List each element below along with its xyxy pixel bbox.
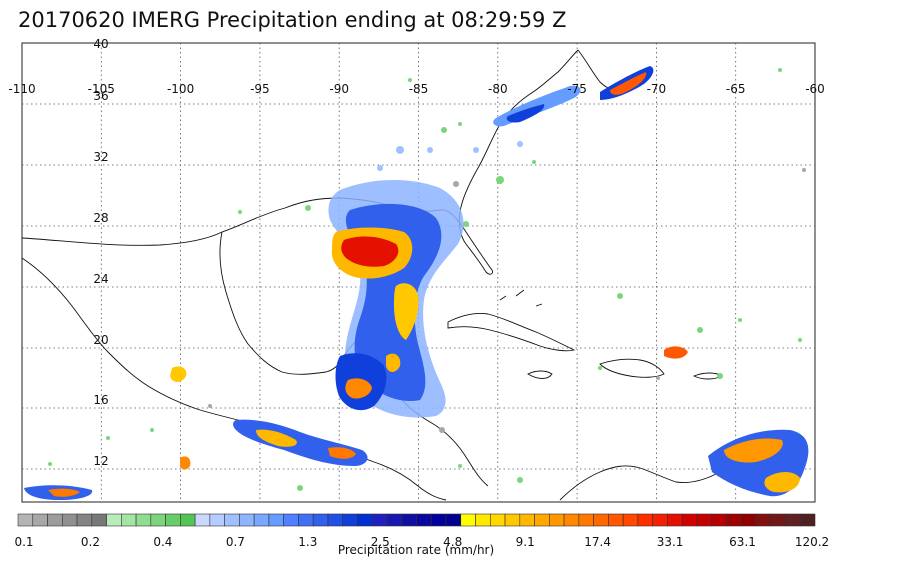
colorbar-swatch <box>401 513 417 527</box>
colorbar-swatch <box>667 513 683 527</box>
lon-tick-label: -80 <box>488 82 508 96</box>
colorbar-tick-label: 0.7 <box>225 535 245 549</box>
lat-tick-label: 40 <box>93 37 108 51</box>
colorbar-tick-label: 4.8 <box>443 535 463 549</box>
colorbar-swatch <box>799 513 816 527</box>
lat-tick-label: 12 <box>93 454 108 468</box>
colorbar-swatch <box>47 513 63 527</box>
lon-tick-label: -60 <box>805 82 825 96</box>
colorbar-swatch <box>342 513 358 527</box>
lon-tick-label: -90 <box>329 82 349 96</box>
colorbar-swatch <box>504 513 521 527</box>
colorbar-swatch <box>312 513 329 527</box>
lon-tick-label: -110 <box>8 82 35 96</box>
lat-tick-label: 24 <box>93 272 108 286</box>
colorbar-swatch <box>194 513 211 527</box>
lon-tick-label: -105 <box>88 82 115 96</box>
colorbar-swatch <box>755 513 772 527</box>
colorbar-swatch <box>563 513 580 527</box>
colorbar-swatch <box>371 513 388 527</box>
lon-tick-label: -75 <box>567 82 587 96</box>
colorbar-swatch <box>430 513 447 527</box>
colorbar-swatch <box>135 513 152 527</box>
colorbar-tick-label: 17.4 <box>584 535 611 549</box>
colorbar-swatch <box>475 513 491 527</box>
colorbar-title: Precipitation rate (mm/hr) <box>337 543 495 557</box>
colorbar-swatch <box>239 513 255 527</box>
colorbar-tick-label: 120.2 <box>794 535 830 549</box>
lat-tick-label: 36 <box>93 89 108 103</box>
colorbar-swatch <box>445 513 462 527</box>
colorbar-swatch <box>652 513 668 527</box>
colorbar-tick-label: 63.1 <box>729 535 756 549</box>
colorbar-swatch <box>17 513 34 527</box>
colorbar-tick-label: 2.5 <box>370 535 390 549</box>
map-title: 20170620 IMERG Precipitation ending at 0… <box>18 8 567 32</box>
colorbar-swatch <box>76 513 93 527</box>
colorbar-swatch <box>608 513 624 527</box>
colorbar-swatch <box>150 513 166 527</box>
precip-field <box>24 66 809 500</box>
colorbar-tick-label: 9.1 <box>515 535 535 549</box>
colorbar-tick-label: 1.3 <box>298 535 318 549</box>
lon-tick-label: -95 <box>250 82 270 96</box>
colorbar-swatch <box>283 513 299 527</box>
colorbar-swatch <box>593 513 609 527</box>
colorbar-tick-label: 0.4 <box>153 535 173 549</box>
colorbar-swatch <box>696 513 712 527</box>
lon-tick-label: -100 <box>167 82 194 96</box>
colorbar-swatch <box>268 513 284 527</box>
colorbar-tick-label: 0.1 <box>14 535 34 549</box>
colorbar-swatch <box>327 513 344 527</box>
colorbar-swatch <box>209 513 225 527</box>
colorbar-swatch <box>740 513 757 527</box>
colorbar-swatch <box>549 513 565 527</box>
colorbar-swatch <box>165 513 181 527</box>
axis-tick-labels: -110 -105 -100 -95 -90 -85 -80 -75 -70 -65 -60 40 36… <box>8 37 824 468</box>
colorbar-swatch <box>770 513 786 527</box>
lon-tick-label: -65 <box>726 82 746 96</box>
colorbar-swatch <box>519 513 535 527</box>
colorbar-tick-label: 0.2 <box>80 535 100 549</box>
lat-tick-label: 28 <box>93 211 108 225</box>
colorbar-tick-label: 33.1 <box>656 535 684 549</box>
colorbar-swatch <box>711 513 727 527</box>
colorbar-swatch <box>357 513 373 527</box>
colorbar-swatch <box>298 513 314 527</box>
colorbar-swatch <box>386 513 403 527</box>
colorbar-swatch <box>224 513 240 527</box>
colorbar-swatch <box>578 513 594 527</box>
colorbar-swatch <box>460 513 476 527</box>
colorbar-swatch <box>180 513 196 527</box>
colorbar-swatch <box>489 513 506 527</box>
colorbar-swatch <box>726 513 742 527</box>
colorbar-swatch <box>637 513 653 527</box>
lat-tick-label: 32 <box>93 150 108 164</box>
lon-tick-label: -70 <box>647 82 667 96</box>
colorbar-swatch <box>785 513 801 527</box>
colorbar-swatch <box>681 513 698 527</box>
colorbar-swatch <box>253 513 270 527</box>
colorbar-swatch <box>61 513 78 527</box>
colorbar-swatch <box>622 513 639 527</box>
lat-tick-label: 20 <box>93 333 108 347</box>
lat-tick-label: 16 <box>93 393 108 407</box>
colorbar-swatch <box>91 513 107 527</box>
colorbar-swatch <box>416 513 432 527</box>
lon-tick-label: -85 <box>409 82 429 96</box>
colorbar-swatch <box>534 513 550 527</box>
colorbar <box>17 513 816 527</box>
colorbar-swatch <box>121 513 137 527</box>
colorbar-swatch <box>106 513 122 527</box>
colorbar-swatch <box>32 513 48 527</box>
